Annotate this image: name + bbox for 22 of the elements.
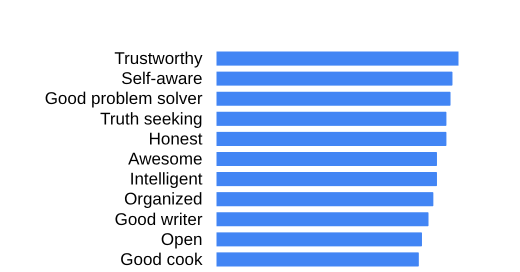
bar: [216, 112, 446, 126]
y-tick-label: Self-aware: [121, 69, 203, 88]
bar: [216, 52, 458, 66]
y-tick-label: Good problem solver: [44, 89, 203, 108]
y-tick-label: Awesome: [128, 150, 203, 168]
bar: [216, 252, 419, 266]
bar: [216, 212, 429, 226]
y-tick-label: Trustworthy: [114, 49, 203, 68]
bar: [216, 132, 446, 146]
y-tick-label: Good writer: [114, 210, 203, 229]
bar: [216, 172, 437, 186]
bar: [216, 92, 451, 106]
bar: [216, 232, 422, 246]
y-tick-label: Organized: [124, 190, 203, 209]
y-tick-label: Intelligent: [130, 170, 203, 189]
bar: [216, 72, 452, 86]
bar: [216, 192, 434, 206]
y-tick-label: Good cook: [120, 250, 203, 269]
y-tick-label: Truth seeking: [100, 109, 203, 128]
bar: [216, 152, 437, 166]
y-tick-label: Open: [160, 230, 203, 249]
y-tick-label: Honest: [148, 129, 203, 148]
